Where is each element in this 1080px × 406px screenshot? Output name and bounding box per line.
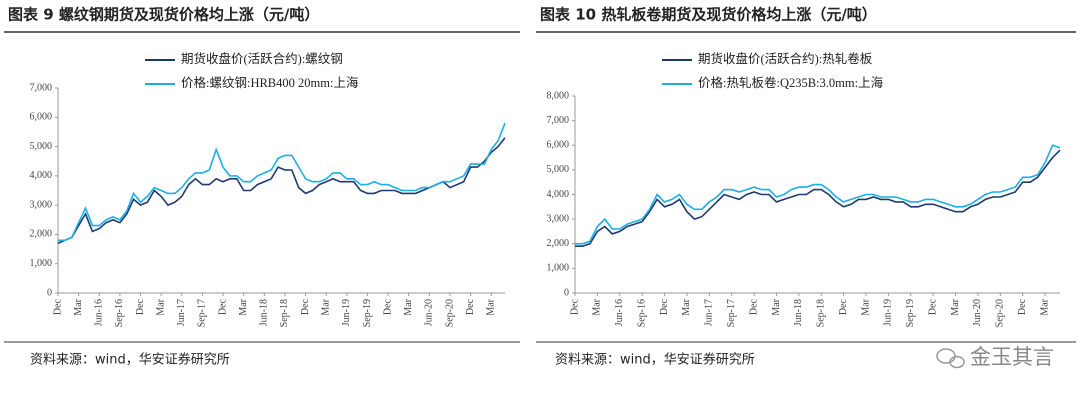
x-tick-label: Mar xyxy=(771,298,782,315)
y-tick-label: 6,000 xyxy=(30,112,53,123)
x-tick-label: Jun-18 xyxy=(793,299,804,326)
x-tick-label: Dec xyxy=(135,298,146,315)
x-tick-label: Jun-20 xyxy=(424,299,435,326)
x-tick-label: Jun-17 xyxy=(176,299,187,326)
x-tick-label: Mar xyxy=(403,298,414,315)
x-tick-label: Jun-18 xyxy=(259,299,270,326)
x-tick-label: Jun-19 xyxy=(883,299,894,326)
x-tick-label: Jun-17 xyxy=(704,299,715,326)
x-tick-label: Mar xyxy=(592,298,603,315)
x-tick-label: Sep-16 xyxy=(636,299,647,327)
x-tick-label: Dec xyxy=(748,298,759,315)
x-tick-label: Jun-16 xyxy=(94,299,105,326)
legend-label: 期货收盘价(活跃合约):热轧卷板 xyxy=(698,51,873,66)
y-tick-label: 8,000 xyxy=(547,90,570,101)
y-tick-label: 7,000 xyxy=(547,115,570,126)
y-tick-label: 4,000 xyxy=(547,189,570,200)
x-tick-label: Dec xyxy=(300,298,311,315)
x-tick-label: Dec xyxy=(52,298,63,315)
y-tick-label: 2,000 xyxy=(547,238,570,249)
x-tick-label: Dec xyxy=(838,298,849,315)
x-tick-label: Sep-18 xyxy=(279,299,290,327)
source-note: 资料来源：wind，华安证券研究所 xyxy=(30,352,230,368)
watermark: 金玉其言 xyxy=(970,345,1054,369)
x-tick-label: Dec xyxy=(465,298,476,315)
x-tick-label: Sep-16 xyxy=(114,299,125,327)
x-tick-label: Mar xyxy=(320,298,331,315)
source-note: 资料来源：wind，华安证券研究所 xyxy=(555,352,755,368)
x-tick-label: Mar xyxy=(238,298,249,315)
x-tick-label: Jun-20 xyxy=(972,299,983,326)
x-tick-label: Mar xyxy=(155,298,166,315)
x-tick-label: Sep-19 xyxy=(362,299,373,327)
x-tick-label: Mar xyxy=(950,298,961,315)
x-tick-label: Dec xyxy=(659,298,670,315)
legend-label: 价格:螺纹钢:HRB400 20mm:上海 xyxy=(181,75,359,90)
y-tick-label: 6,000 xyxy=(547,140,570,151)
y-tick-label: 2,000 xyxy=(30,229,53,240)
x-tick-label: Dec xyxy=(569,298,580,315)
series-line xyxy=(57,137,506,244)
x-tick-label: Dec xyxy=(1017,298,1028,315)
x-tick-label: Mar xyxy=(486,298,497,315)
y-tick-label: 4,000 xyxy=(30,170,53,181)
series-line xyxy=(575,144,1061,245)
y-tick-label: 0 xyxy=(564,287,569,298)
x-tick-label: Mar xyxy=(73,298,84,315)
x-tick-label: Sep-17 xyxy=(197,299,208,327)
y-tick-label: 3,000 xyxy=(547,213,570,224)
y-tick-label: 7,000 xyxy=(30,82,53,93)
series-line xyxy=(58,122,506,242)
x-tick-label: Sep-20 xyxy=(995,299,1006,327)
x-tick-label: Jun-19 xyxy=(341,299,352,326)
y-tick-label: 1,000 xyxy=(30,258,53,269)
watermark-icon xyxy=(936,348,965,369)
x-tick-label: Jun-16 xyxy=(614,299,625,326)
y-tick-label: 0 xyxy=(47,287,52,298)
legend-label: 期货收盘价(活跃合约):螺纹钢 xyxy=(181,51,343,66)
x-tick-label: Dec xyxy=(217,298,228,315)
x-tick-label: Sep-17 xyxy=(726,299,737,327)
x-tick-label: Sep-18 xyxy=(816,299,827,327)
y-tick-label: 5,000 xyxy=(30,141,53,152)
chart-title: 图表 9 螺纹钢期货及现货价格均上涨（元/吨） xyxy=(8,6,319,24)
x-tick-label: Dec xyxy=(382,298,393,315)
x-tick-label: Mar xyxy=(1039,298,1050,315)
x-tick-label: Mar xyxy=(860,298,871,315)
x-tick-label: Mar xyxy=(681,298,692,315)
legend-label: 价格:热轧板卷:Q235B:3.0mm:上海 xyxy=(698,75,884,90)
y-tick-label: 1,000 xyxy=(547,263,570,274)
chart-title: 图表 10 热轧板卷期货及现货价格均上涨（元/吨） xyxy=(540,6,877,24)
series-line xyxy=(575,149,1061,247)
x-tick-label: Sep-20 xyxy=(444,299,455,327)
y-tick-label: 3,000 xyxy=(30,199,53,210)
x-tick-label: Dec xyxy=(927,298,938,315)
y-tick-label: 5,000 xyxy=(547,164,570,175)
x-tick-label: Sep-19 xyxy=(905,299,916,327)
